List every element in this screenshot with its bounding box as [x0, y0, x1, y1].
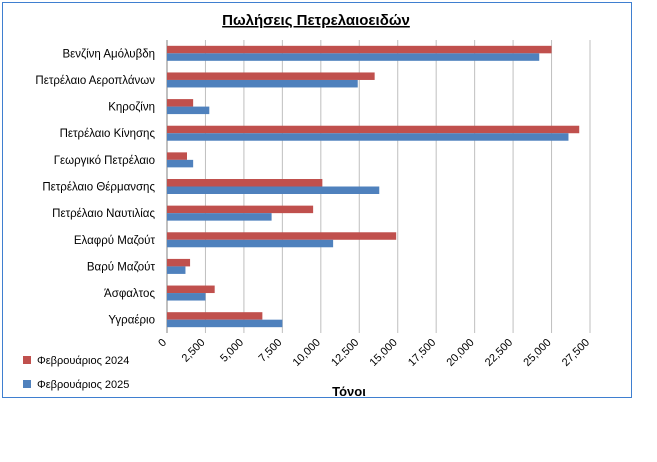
category-label: Πετρέλαιο Κίνησης	[60, 128, 156, 140]
x-tick-label: 5,000	[218, 337, 246, 365]
bar	[167, 53, 540, 61]
x-tick-label: 15,000	[368, 337, 400, 369]
legend-label: Φεβρουάριος 2025	[37, 379, 129, 391]
category-label: Υγραέριο	[108, 315, 155, 327]
category-label: Πετρέλαιο Θέρμανσης	[42, 182, 155, 194]
category-label: Βαρύ Μαζούτ	[87, 261, 156, 273]
category-label: Πετρέλαιο Αεροπλάνων	[35, 75, 155, 87]
bar	[167, 45, 552, 54]
bar	[167, 125, 580, 134]
bar	[167, 213, 272, 221]
bar	[167, 99, 194, 107]
x-tick-label: 12,500	[329, 337, 361, 369]
bar	[167, 152, 187, 160]
category-label: Πετρέλαιο Ναυτιλίας	[52, 208, 155, 220]
category-labels: Βενζίνη Αμόλυβδη Πετρέλαιο Αεροπλάνων Κηρο…	[35, 48, 155, 326]
bar	[167, 72, 375, 80]
x-tick-label: 7,500	[257, 337, 285, 365]
category-label: Βενζίνη Αμόλυβδη	[62, 48, 155, 60]
x-tick-label: 27,500	[560, 337, 592, 369]
bar	[167, 293, 206, 301]
chart-frame	[2, 2, 632, 398]
bar	[167, 319, 283, 328]
bar	[167, 79, 358, 88]
category-label: Άσφαλτος	[104, 288, 155, 300]
bar	[167, 232, 397, 240]
x-axis-title: Τόνοι	[332, 384, 366, 399]
x-tick-label: 0	[156, 337, 169, 350]
bar	[167, 186, 380, 194]
legend-swatch	[23, 380, 31, 388]
bars	[167, 45, 580, 328]
bar	[167, 205, 314, 214]
legend-swatch	[23, 356, 31, 364]
bar	[167, 133, 569, 141]
legend: Φεβρουάριος 2024 Φεβρουάριος 2025	[23, 355, 129, 391]
x-tick-label: 17,500	[406, 337, 438, 369]
category-label: Γεωργικό Πετρέλαιο	[54, 155, 155, 167]
x-tick-label: 25,000	[521, 337, 553, 369]
bar	[167, 106, 210, 115]
x-tick-label: 10,000	[291, 337, 323, 369]
x-tick-labels: 0 2,500 5,000 7,500 10,000 12,500 15,000 17,500…	[156, 337, 592, 369]
bar	[167, 312, 263, 320]
x-tick-label: 2,500	[180, 337, 208, 365]
bar	[167, 239, 334, 248]
category-label: Κηροζίνη	[108, 102, 155, 114]
x-tick-label: 22,500	[483, 337, 515, 369]
chart-title: Πωλήσεις Πετρελαιοειδών	[222, 12, 410, 29]
legend-label: Φεβρουάριος 2024	[37, 355, 129, 367]
bar	[167, 266, 186, 274]
bar	[167, 179, 323, 187]
category-label: Ελαφρύ Μαζούτ	[74, 235, 156, 247]
bar	[167, 285, 215, 294]
grid	[166, 40, 591, 333]
x-tick-label: 20,000	[444, 337, 476, 369]
bar	[167, 159, 194, 168]
bar	[167, 258, 191, 267]
